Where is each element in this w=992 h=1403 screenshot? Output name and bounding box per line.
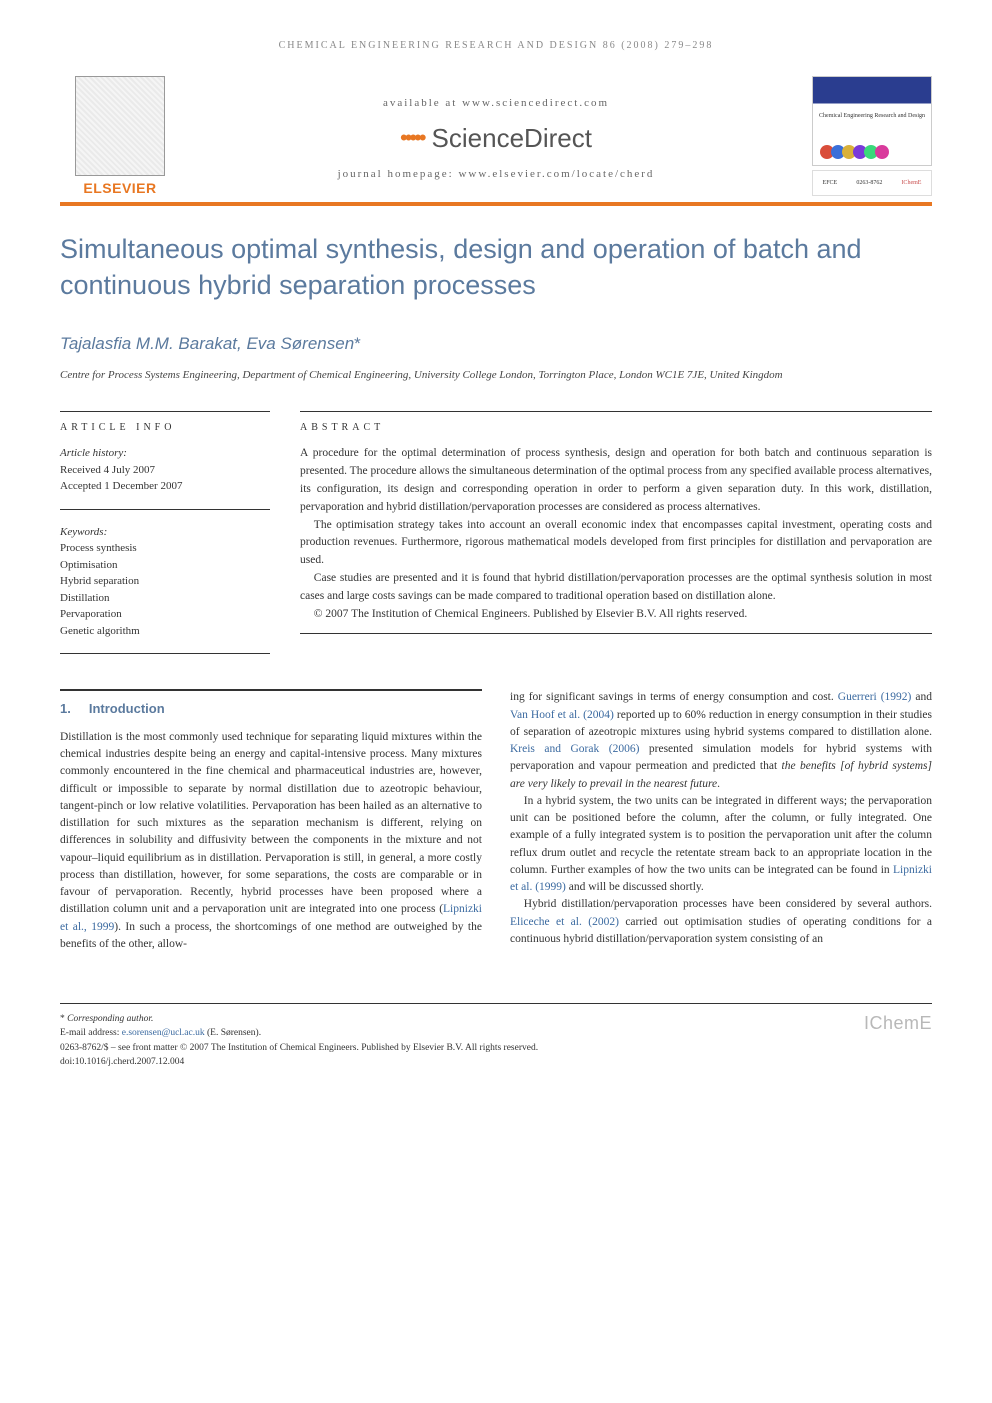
info-abstract-row: ARTICLE INFO Article history: Received 4… [60, 411, 932, 654]
abstract-p2: The optimisation strategy takes into acc… [300, 517, 932, 570]
intro-p2-a: In a hybrid system, the two units can be… [510, 795, 932, 876]
cite-kreis-gorak-2006[interactable]: Kreis and Gorak (2006) [510, 743, 639, 755]
body-col-left: 1. Introduction Distillation is the most … [60, 689, 482, 953]
intro-p3-a: Hybrid distillation/pervaporation proces… [524, 898, 932, 910]
abstract-heading: ABSTRACT [300, 411, 932, 433]
abstract-p1: A procedure for the optimal determinatio… [300, 445, 932, 516]
authors-names: Tajalasfia M.M. Barakat, Eva Sørensen [60, 334, 354, 353]
section-num: 1. [60, 701, 71, 716]
keywords-label: Keywords: [60, 524, 270, 541]
elsevier-tree-icon [75, 76, 165, 176]
keyword-item: Optimisation [60, 557, 270, 574]
masthead: ELSEVIER available at www.sciencedirect.… [60, 76, 932, 206]
article-title: Simultaneous optimal synthesis, design a… [60, 231, 932, 304]
intro-cont-e: . [717, 778, 720, 790]
doi[interactable]: doi:10.1016/j.cherd.2007.12.004 [60, 1055, 932, 1069]
keyword-item: Pervaporation [60, 606, 270, 623]
section-1-heading: 1. Introduction [60, 689, 482, 719]
publisher-name: ELSEVIER [83, 180, 156, 196]
cover-balls-icon [823, 145, 889, 159]
sciencedirect-text: ScienceDirect [432, 123, 592, 154]
icheme-logo: IChemE [864, 1010, 932, 1037]
intro-p3: Hybrid distillation/pervaporation proces… [510, 896, 932, 948]
body-col-right: ing for significant savings in terms of … [510, 689, 932, 953]
intro-cont-a: ing for significant savings in terms of … [510, 691, 838, 703]
abstract-p3: Case studies are presented and it is fou… [300, 570, 932, 606]
journal-homepage[interactable]: journal homepage: www.elsevier.com/locat… [338, 168, 655, 180]
journal-cover: Chemical Engineering Research and Design… [812, 76, 932, 200]
email-link[interactable]: e.sorensen@ucl.ac.uk [122, 1028, 205, 1038]
accepted-date: Accepted 1 December 2007 [60, 478, 270, 495]
cite-vanhoof-2004[interactable]: Van Hoof et al. (2004) [510, 709, 614, 721]
email-label: E-mail address: [60, 1028, 122, 1038]
icheme-small-label: IChemE [901, 180, 921, 186]
cover-footer: EFCE 0263-8762 IChemE [812, 170, 932, 196]
issn-label: 0263-8762 [856, 180, 882, 186]
body-columns: 1. Introduction Distillation is the most … [60, 689, 932, 953]
keyword-item: Process synthesis [60, 540, 270, 557]
email-line: E-mail address: e.sorensen@ucl.ac.uk (E.… [60, 1026, 932, 1040]
intro-p1-text-a: Distillation is the most commonly used t… [60, 731, 482, 916]
article-info: ARTICLE INFO Article history: Received 4… [60, 411, 270, 654]
abstract: ABSTRACT A procedure for the optimal det… [300, 411, 932, 654]
affiliation: Centre for Process Systems Engineering, … [60, 368, 932, 383]
masthead-center: available at www.sciencedirect.com •••••… [180, 76, 812, 200]
article-history: Article history: Received 4 July 2007 Ac… [60, 445, 270, 510]
intro-p1-cont: ing for significant savings in terms of … [510, 689, 932, 793]
sciencedirect-logo[interactable]: ••••• ScienceDirect [400, 123, 592, 154]
corresponding-author-note: * Corresponding author. [60, 1012, 932, 1026]
keywords-block: Keywords: Process synthesisOptimisationH… [60, 524, 270, 655]
keyword-item: Genetic algorithm [60, 623, 270, 640]
cover-ball-icon [875, 145, 889, 159]
running-header: CHEMICAL ENGINEERING RESEARCH AND DESIGN… [60, 40, 932, 51]
section-title: Introduction [89, 701, 165, 716]
intro-p1: Distillation is the most commonly used t… [60, 729, 482, 953]
keywords-list: Process synthesisOptimisationHybrid sepa… [60, 540, 270, 639]
sciencedirect-burst-icon: ••••• [400, 125, 424, 151]
available-at-text: available at www.sciencedirect.com [383, 97, 609, 109]
intro-p2: In a hybrid system, the two units can be… [510, 793, 932, 897]
intro-p1-text-b: ). In such a process, the shortcomings o… [60, 921, 482, 950]
keyword-item: Distillation [60, 590, 270, 607]
intro-p2-b: and will be discussed shortly. [566, 881, 704, 893]
cover-journal-title: Chemical Engineering Research and Design [819, 113, 925, 120]
abstract-text: A procedure for the optimal determinatio… [300, 445, 932, 634]
email-name: (E. Sørensen). [205, 1028, 261, 1038]
keyword-item: Hybrid separation [60, 573, 270, 590]
history-label: Article history: [60, 445, 270, 462]
received-date: Received 4 July 2007 [60, 462, 270, 479]
efce-label: EFCE [823, 180, 838, 186]
front-matter: 0263-8762/$ – see front matter © 2007 Th… [60, 1041, 932, 1055]
abstract-copyright: © 2007 The Institution of Chemical Engin… [300, 606, 932, 624]
article-info-heading: ARTICLE INFO [60, 411, 270, 433]
corr-label: Corresponding author. [67, 1014, 153, 1024]
publisher-logo: ELSEVIER [60, 76, 180, 200]
cite-eliceche-2002[interactable]: Eliceche et al. (2002) [510, 916, 619, 928]
corresponding-mark: * [354, 334, 361, 353]
footer: * Corresponding author. E-mail address: … [60, 1003, 932, 1069]
cite-guerreri-1992[interactable]: Guerreri (1992) [838, 691, 912, 703]
authors: Tajalasfia M.M. Barakat, Eva Sørensen* [60, 334, 932, 354]
intro-cont-b: and [911, 691, 932, 703]
cover-thumbnail: Chemical Engineering Research and Design [812, 76, 932, 166]
